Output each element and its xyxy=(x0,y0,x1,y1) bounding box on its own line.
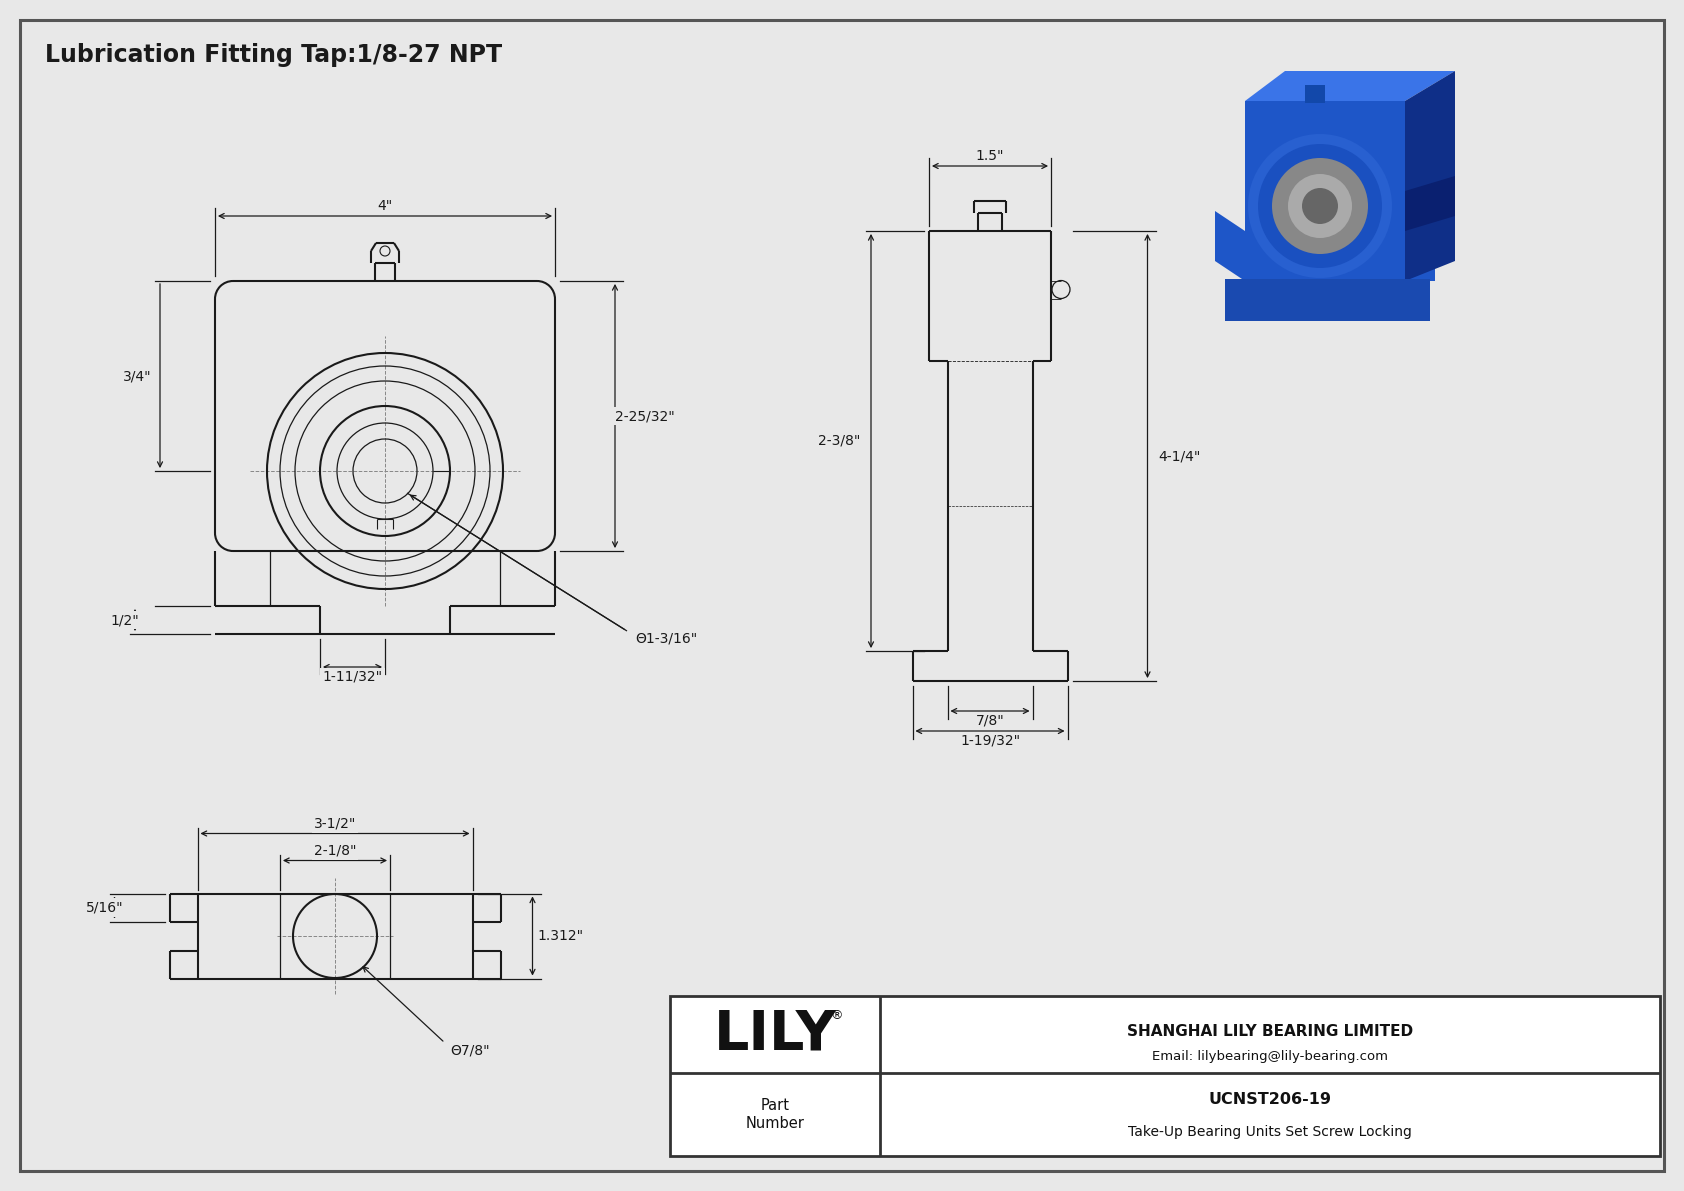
Text: 2-25/32": 2-25/32" xyxy=(615,409,675,423)
Circle shape xyxy=(1258,144,1383,268)
Text: Θ1-3/16": Θ1-3/16" xyxy=(635,632,697,646)
Polygon shape xyxy=(1404,71,1455,281)
Text: 3/4": 3/4" xyxy=(123,369,152,384)
Text: 1-19/32": 1-19/32" xyxy=(960,734,1021,748)
Polygon shape xyxy=(1214,211,1244,281)
Text: 1-11/32": 1-11/32" xyxy=(322,671,382,684)
Text: Email: lilybearing@lily-bearing.com: Email: lilybearing@lily-bearing.com xyxy=(1152,1050,1388,1064)
Text: Θ7/8": Θ7/8" xyxy=(450,1045,490,1058)
Text: LILY: LILY xyxy=(714,1008,837,1061)
Text: 2-3/8": 2-3/8" xyxy=(818,434,861,448)
Text: 5/16": 5/16" xyxy=(86,900,123,915)
Bar xyxy=(670,996,1660,1156)
Text: 1.5": 1.5" xyxy=(975,149,1004,163)
Text: 1/2": 1/2" xyxy=(111,613,140,626)
Text: 1.312": 1.312" xyxy=(537,929,584,943)
Bar xyxy=(1244,101,1435,281)
Text: 4-1/4": 4-1/4" xyxy=(1159,449,1201,463)
Text: 3-1/2": 3-1/2" xyxy=(313,817,357,830)
Bar xyxy=(1224,279,1430,322)
Bar xyxy=(670,996,1660,1156)
Circle shape xyxy=(1288,174,1352,238)
Text: 4": 4" xyxy=(377,199,392,213)
Polygon shape xyxy=(1244,71,1455,101)
Circle shape xyxy=(1248,135,1393,278)
Text: ®: ® xyxy=(830,1009,844,1022)
Text: SHANGHAI LILY BEARING LIMITED: SHANGHAI LILY BEARING LIMITED xyxy=(1127,1024,1413,1039)
Bar xyxy=(1305,85,1325,102)
Polygon shape xyxy=(1404,176,1455,231)
Text: UCNST206-19: UCNST206-19 xyxy=(1209,1092,1332,1108)
Text: 2-1/8": 2-1/8" xyxy=(313,843,357,858)
Circle shape xyxy=(1302,188,1339,224)
Text: Take-Up Bearing Units Set Screw Locking: Take-Up Bearing Units Set Screw Locking xyxy=(1128,1125,1411,1139)
Text: Lubrication Fitting Tap:1/8-27 NPT: Lubrication Fitting Tap:1/8-27 NPT xyxy=(45,43,502,67)
Text: Part
Number: Part Number xyxy=(746,1098,805,1130)
Circle shape xyxy=(1271,158,1367,254)
Text: 7/8": 7/8" xyxy=(975,713,1004,728)
